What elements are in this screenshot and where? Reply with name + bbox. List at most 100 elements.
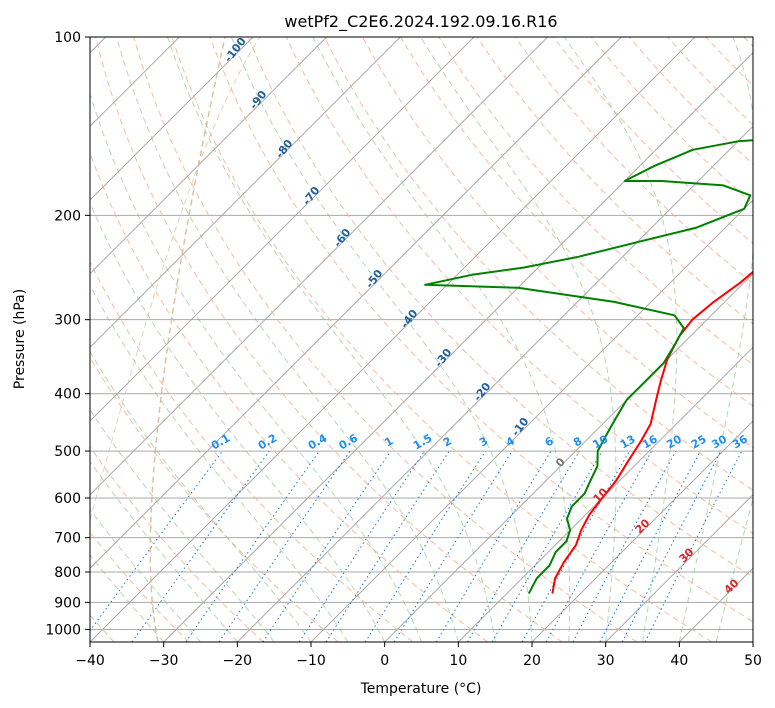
x-tick-label: −30 bbox=[149, 653, 179, 669]
dry-adiabat-line bbox=[209, 37, 753, 623]
mixing-ratio-label: 16 bbox=[640, 432, 660, 451]
y-tick-label: 400 bbox=[54, 387, 81, 403]
isotherm-gridline bbox=[310, 199, 753, 642]
moist-adiabat-line bbox=[715, 497, 753, 642]
dry-adiabat-line bbox=[743, 37, 753, 47]
y-tick-label: 100 bbox=[54, 30, 81, 46]
y-tick-label: 1000 bbox=[45, 622, 81, 638]
isotherm-gridline bbox=[457, 346, 753, 642]
mixing-ratio-line bbox=[185, 450, 320, 642]
x-tick-label: 30 bbox=[597, 653, 615, 669]
mixing-ratio-line bbox=[325, 450, 450, 642]
y-axis-title: Pressure (hPa) bbox=[12, 289, 28, 389]
dry-adiabat-line bbox=[90, 531, 190, 642]
y-tick-label: 200 bbox=[54, 208, 81, 224]
dry-adiabat-line bbox=[247, 37, 753, 578]
y-tick-label: 500 bbox=[54, 444, 81, 460]
moist-adiabat-line bbox=[312, 37, 570, 642]
moist-adiabat-line bbox=[678, 37, 753, 642]
dry-adiabat-line bbox=[133, 37, 638, 642]
mixing-ratio-label: 1 bbox=[382, 434, 395, 449]
dry-adiabat-label: -50 bbox=[363, 267, 386, 291]
dry-adiabat-line bbox=[90, 260, 414, 642]
mixing-ratio-line bbox=[435, 450, 552, 642]
mixing-ratio-line bbox=[262, 450, 392, 642]
y-tick-label: 800 bbox=[54, 565, 81, 581]
dry-adiabat-line bbox=[95, 37, 563, 642]
dry-adiabat-line bbox=[171, 37, 712, 642]
dry-adiabat-label: -80 bbox=[273, 137, 296, 161]
moist-adiabat-line bbox=[116, 37, 459, 642]
isotherm-gridline bbox=[605, 493, 753, 642]
dry-adiabat-line bbox=[323, 37, 753, 491]
mixing-ratio-line bbox=[599, 450, 701, 642]
x-tick-label: −40 bbox=[75, 653, 105, 669]
mixing-ratio-label: 30 bbox=[709, 432, 729, 451]
reference-lines bbox=[90, 37, 753, 642]
mixing-ratio-label: 6 bbox=[543, 434, 556, 449]
mixing-ratio-line bbox=[298, 450, 425, 642]
dry-adiabat-line bbox=[285, 37, 753, 535]
y-tick-label: 700 bbox=[54, 531, 81, 547]
reference-line-labels: -100-90-80-70-60-50-40-30-20-10010203040… bbox=[209, 35, 750, 597]
mixing-ratio-line bbox=[467, 450, 580, 642]
dry-adiabat-line bbox=[90, 151, 488, 642]
mixing-ratio-label: 1.5 bbox=[411, 431, 434, 452]
dry-adiabat-label: -20 bbox=[471, 380, 494, 404]
x-tick-label: 40 bbox=[670, 653, 688, 669]
isotherm-gridline bbox=[90, 37, 475, 422]
mixing-ratio-label: 36 bbox=[730, 432, 750, 451]
x-tick-label: 10 bbox=[449, 653, 467, 669]
isotherm-gridline bbox=[678, 567, 753, 642]
mixing-ratio-label: 10 bbox=[591, 432, 611, 451]
dry-adiabat-label: -10 bbox=[509, 415, 532, 439]
dry-adiabat-line bbox=[552, 37, 753, 245]
moist-adiabat-label: 20 bbox=[633, 516, 653, 536]
x-tick-label: −20 bbox=[223, 653, 253, 669]
plot-frame bbox=[89, 36, 754, 643]
moist-adiabat-label: 40 bbox=[722, 576, 742, 596]
moist-adiabat-line bbox=[90, 283, 349, 642]
dry-adiabat-line bbox=[705, 37, 753, 87]
moist-adiabat-line bbox=[90, 201, 386, 642]
mixing-ratio-line bbox=[218, 450, 351, 642]
moist-adiabat-line bbox=[90, 350, 312, 642]
mixing-ratio-label: 0.2 bbox=[256, 431, 279, 452]
isotherm-gridline bbox=[90, 37, 622, 570]
mixing-ratio-line bbox=[572, 450, 677, 642]
profile-series bbox=[424, 139, 753, 595]
x-tick-label: 0 bbox=[380, 653, 389, 669]
y-tick-label: 600 bbox=[54, 491, 81, 507]
isotherm-gridline bbox=[384, 272, 753, 642]
moist-adiabat-line bbox=[90, 508, 201, 642]
isotherm-gridline bbox=[236, 125, 753, 642]
y-tick-label: 300 bbox=[54, 313, 81, 329]
isotherm-gridline bbox=[531, 420, 753, 642]
dry-adiabat-label: -90 bbox=[247, 88, 270, 112]
mixing-ratio-line bbox=[393, 450, 513, 642]
isotherm-gridline bbox=[90, 37, 254, 201]
mixing-ratio-label: 25 bbox=[689, 433, 709, 452]
moist-adiabat-line bbox=[90, 554, 165, 642]
mixing-ratio-line bbox=[644, 450, 743, 642]
isotherm-gridline bbox=[90, 37, 549, 496]
moist-adiabat-line bbox=[420, 37, 617, 642]
y-tick-label: 900 bbox=[54, 595, 81, 611]
isotherm-gridline bbox=[90, 37, 328, 275]
mixing-ratio-label: 20 bbox=[664, 432, 684, 451]
moist-adiabat-label: 30 bbox=[677, 545, 697, 565]
chart-gridlines bbox=[90, 37, 753, 642]
chart-title: wetPf2_C2E6.2024.192.09.16.R16 bbox=[284, 12, 557, 32]
dry-adiabat-line bbox=[514, 37, 753, 285]
dry-adiabat-label: -100 bbox=[222, 35, 249, 65]
isotherm-gridline bbox=[163, 51, 753, 642]
moist-adiabat-line bbox=[564, 37, 678, 642]
mixing-ratio-label: 8 bbox=[571, 434, 584, 449]
isotherm-gridline bbox=[90, 37, 696, 642]
reference-curve bbox=[90, 37, 261, 521]
moist-adiabat-line bbox=[90, 408, 275, 642]
x-tick-label: 20 bbox=[523, 653, 541, 669]
x-tick-label: −10 bbox=[296, 653, 326, 669]
isotherm-gridline bbox=[90, 37, 401, 349]
